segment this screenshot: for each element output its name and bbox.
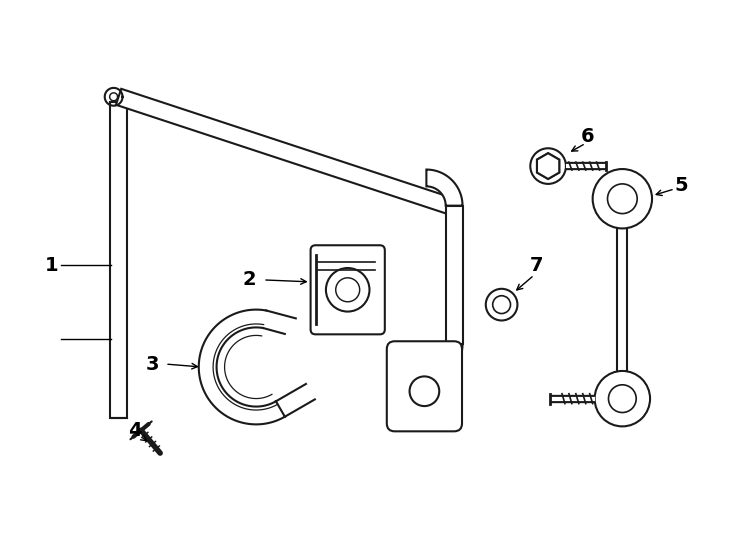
Text: 1: 1: [45, 255, 58, 274]
Polygon shape: [426, 344, 462, 380]
FancyBboxPatch shape: [387, 341, 462, 431]
Text: 7: 7: [529, 255, 543, 274]
Polygon shape: [537, 153, 559, 179]
Circle shape: [608, 184, 637, 214]
Circle shape: [608, 385, 636, 413]
FancyBboxPatch shape: [310, 245, 385, 334]
Polygon shape: [446, 206, 462, 344]
Circle shape: [530, 148, 566, 184]
Text: 2: 2: [242, 271, 256, 289]
Polygon shape: [116, 89, 452, 214]
Text: 5: 5: [675, 177, 688, 195]
Circle shape: [335, 278, 360, 302]
Text: 3: 3: [145, 355, 159, 374]
Circle shape: [592, 169, 652, 228]
Circle shape: [326, 268, 369, 312]
Polygon shape: [426, 170, 462, 206]
Circle shape: [493, 296, 511, 314]
Text: 6: 6: [581, 127, 595, 146]
Circle shape: [595, 371, 650, 427]
Text: 4: 4: [128, 421, 141, 440]
Polygon shape: [537, 153, 559, 179]
Circle shape: [486, 289, 517, 320]
Polygon shape: [110, 102, 127, 418]
Circle shape: [410, 376, 439, 406]
